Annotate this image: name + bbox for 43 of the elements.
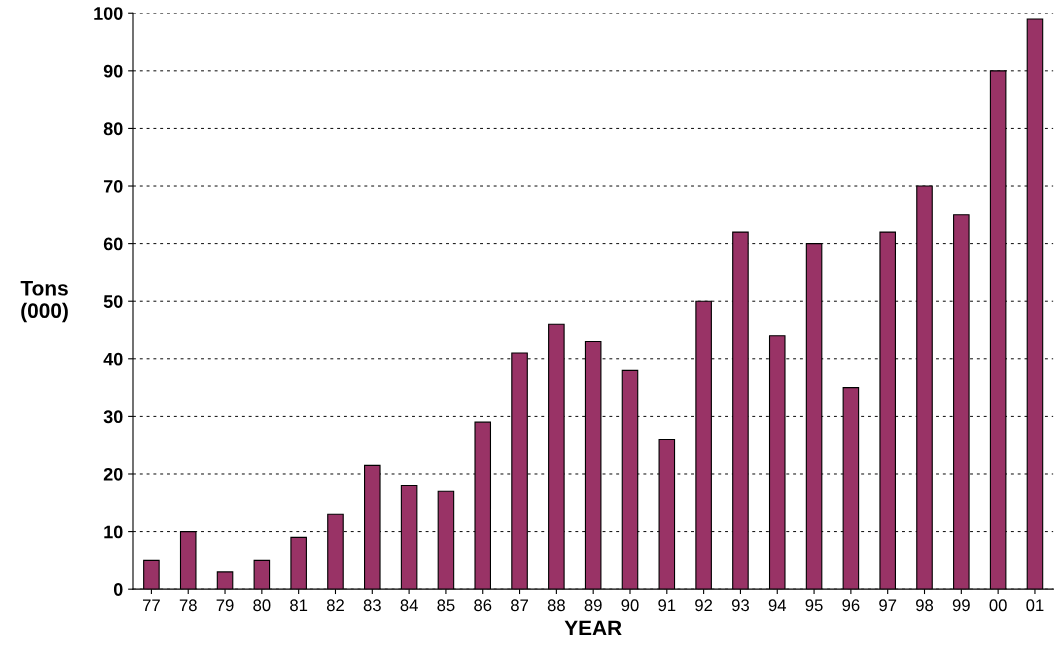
x-tick-label: 92 bbox=[695, 599, 713, 612]
bar bbox=[989, 70, 1007, 590]
x-tick-label: 96 bbox=[842, 599, 860, 612]
x-tick-label: 78 bbox=[179, 599, 197, 612]
y-tick-label: 30 bbox=[103, 410, 123, 424]
y-tick-label: 100 bbox=[94, 7, 123, 20]
bar bbox=[290, 536, 307, 590]
x-tick-label: 01 bbox=[1026, 599, 1044, 612]
y-tick-label: 80 bbox=[103, 122, 123, 136]
y-tick-label: 10 bbox=[104, 525, 123, 539]
x-tick-label: 80 bbox=[253, 599, 271, 612]
x-tick-label: 98 bbox=[916, 599, 934, 612]
x-tick-label: 97 bbox=[879, 599, 897, 612]
y-tick-label: 20 bbox=[103, 467, 123, 481]
x-tick-label: 79 bbox=[216, 599, 234, 612]
bar bbox=[253, 559, 271, 590]
y-axis-title: Tons (000) bbox=[20, 281, 68, 323]
bar bbox=[216, 571, 234, 590]
x-tick-label: 00 bbox=[989, 599, 1007, 612]
x-tick-label: 86 bbox=[474, 599, 492, 612]
y-tick-label: 70 bbox=[103, 179, 123, 193]
x-tick-label: 94 bbox=[768, 599, 787, 612]
x-axis-title: YEAR bbox=[564, 620, 622, 636]
y-tick-label: 40 bbox=[103, 352, 123, 366]
x-tick-label: 91 bbox=[658, 599, 676, 612]
x-tick-label: 88 bbox=[547, 599, 565, 612]
x-tick-label: 95 bbox=[805, 599, 823, 612]
y-tick-label: 90 bbox=[103, 64, 123, 78]
x-tick-label: 93 bbox=[731, 599, 749, 612]
y-tick-label: 0 bbox=[113, 583, 123, 596]
x-tick-label: 82 bbox=[326, 599, 344, 612]
x-tick-label: 85 bbox=[437, 599, 455, 612]
x-tick-label: 89 bbox=[584, 599, 602, 612]
x-tick-label: 99 bbox=[952, 599, 970, 612]
x-tick-label: 77 bbox=[142, 599, 160, 611]
x-tick-label: 90 bbox=[621, 599, 639, 612]
y-tick-label: 50 bbox=[103, 295, 123, 308]
bar bbox=[143, 559, 160, 590]
x-tick-label: 83 bbox=[363, 599, 381, 612]
x-tick-label: 87 bbox=[511, 599, 528, 612]
x-tick-label: 84 bbox=[400, 599, 418, 612]
y-tick-label: 60 bbox=[103, 237, 123, 251]
x-tick-label: 81 bbox=[290, 599, 308, 612]
